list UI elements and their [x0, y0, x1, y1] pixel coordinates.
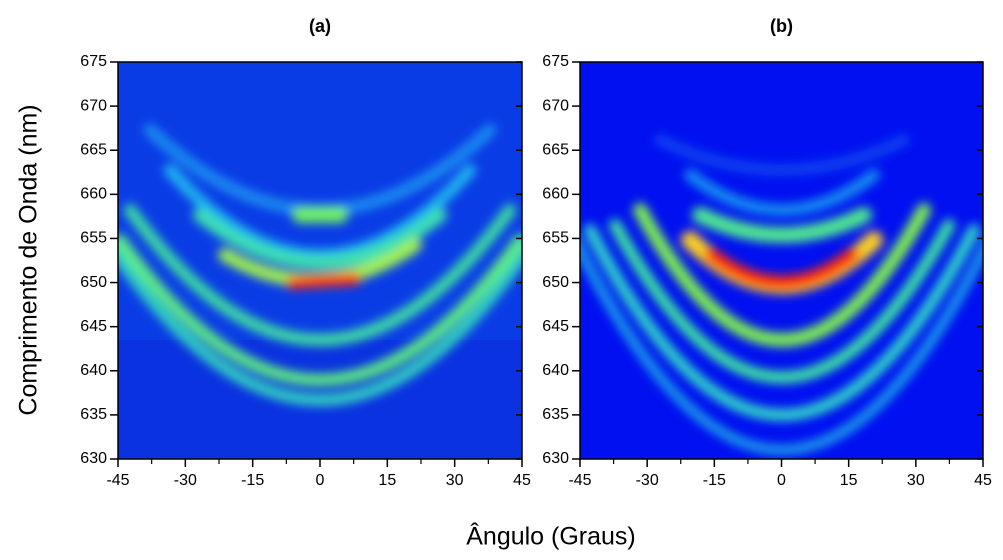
y-tick-label: 660 [80, 186, 107, 203]
y-tick-label: 665 [542, 141, 569, 158]
y-tick-label: 660 [542, 186, 569, 203]
x-tick-label: 30 [907, 472, 925, 489]
heatmap-b [580, 62, 983, 459]
x-tick-label: 45 [974, 472, 992, 489]
y-tick-label: 630 [80, 450, 107, 467]
y-tick-label: 640 [80, 362, 107, 379]
x-tick-label: -45 [106, 472, 129, 489]
x-tick-label: -30 [174, 472, 197, 489]
y-tick-label: 645 [80, 318, 107, 335]
x-tick-label: 30 [446, 472, 464, 489]
y-tick-label: 655 [542, 230, 569, 247]
y-tick-label: 635 [542, 406, 569, 423]
y-tick-label: 670 [80, 97, 107, 114]
y-axis-label: Comprimento de Onda (nm) [15, 104, 43, 415]
x-tick-label: -15 [703, 472, 726, 489]
x-tick-label: 0 [777, 472, 786, 489]
y-tick-label: 640 [542, 362, 569, 379]
y-tick-label: 630 [542, 450, 569, 467]
y-tick-label: 650 [80, 274, 107, 291]
y-tick-label: 650 [542, 274, 569, 291]
y-tick-label: 655 [80, 230, 107, 247]
y-tick-label: 675 [542, 53, 569, 70]
y-tick-label: 670 [542, 97, 569, 114]
y-tick-label: 665 [80, 141, 107, 158]
x-tick-label: 15 [840, 472, 858, 489]
x-axis-label: Ângulo (Graus) [466, 522, 636, 551]
x-tick-label: 45 [513, 472, 531, 489]
heatmap-a [118, 62, 522, 459]
x-tick-label: -15 [241, 472, 264, 489]
panel-title: (b) [770, 16, 793, 36]
panel-title: (a) [309, 16, 331, 36]
x-tick-label: 0 [316, 472, 325, 489]
y-tick-label: 675 [80, 53, 107, 70]
x-tick-label: 15 [378, 472, 396, 489]
y-tick-label: 645 [542, 318, 569, 335]
y-tick-label: 635 [80, 406, 107, 423]
x-tick-label: -45 [568, 472, 591, 489]
x-tick-label: -30 [636, 472, 659, 489]
